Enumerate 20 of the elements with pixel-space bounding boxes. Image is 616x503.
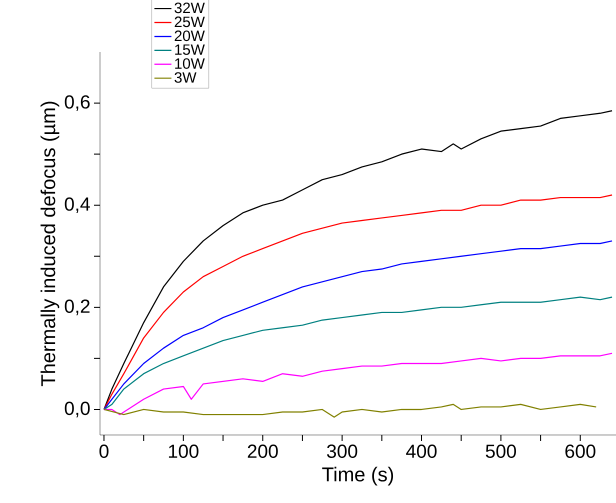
- x-tick-label: 100: [168, 444, 198, 458]
- line-series: [103, 110, 613, 410]
- y-tick-label: 0,2: [64, 299, 90, 316]
- legend-label: 3W: [174, 72, 196, 83]
- x-tick-label: 200: [248, 444, 278, 458]
- y-tick-label: 0,4: [64, 197, 90, 214]
- legend-label: 20W: [174, 30, 205, 42]
- x-tick-label: 600: [565, 444, 596, 458]
- legend-label: 32W: [174, 2, 205, 14]
- y-tick-label: 0,0: [64, 402, 90, 418]
- x-axis-title: Time (s): [322, 466, 394, 486]
- x-tick-label: 400: [406, 444, 437, 458]
- x-tick-label: 500: [486, 444, 516, 458]
- y-tick-label: 0,6: [64, 95, 90, 111]
- legend-label: 10W: [175, 58, 205, 69]
- legend-label: 25W: [174, 16, 205, 28]
- legend-label: 15W: [175, 44, 205, 55]
- y-axis-title: Thermally induced defocus (µm): [40, 102, 60, 386]
- x-tick-label: 300: [326, 444, 358, 458]
- x-tick-label: 0: [99, 444, 109, 458]
